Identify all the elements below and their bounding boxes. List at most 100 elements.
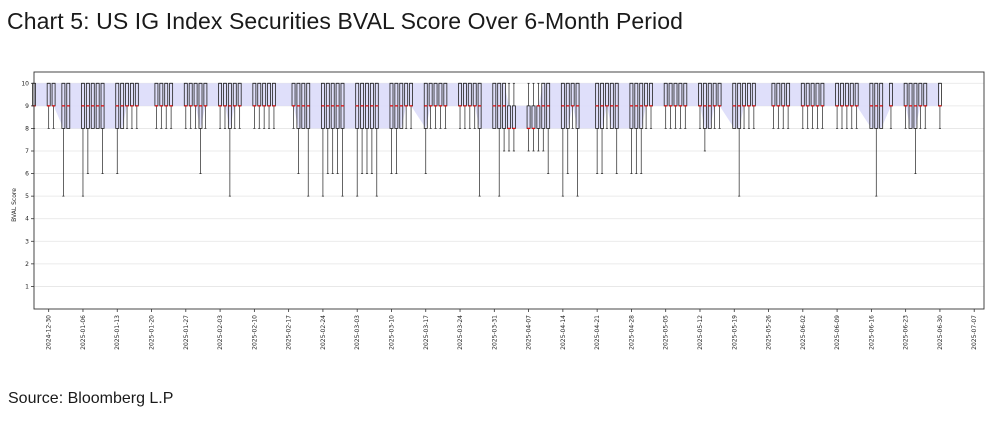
box-2025-02-13 [267,82,271,129]
y-tick-label: 2 [25,261,29,268]
box-2025-06-23 [903,82,908,129]
iqr-box [463,82,467,107]
box-2025-03-03 [355,82,360,197]
box-2025-02-12 [262,82,267,129]
box-2025-06-09 [835,82,840,129]
box-2025-04-01 [497,82,502,197]
box-2025-03-11 [394,82,399,174]
iqr-box [840,82,844,107]
x-tick-label: 2025-06-23 [903,315,910,350]
iqr-box [849,82,854,107]
box-2025-04-09 [536,82,541,152]
iqr-box [815,82,820,107]
box-2025-05-22 [747,82,751,129]
box-2025-02-03 [218,82,223,129]
iqr-box [467,82,472,107]
iqr-box [428,82,433,107]
box-2025-03-28 [477,82,482,197]
box-2025-03-25 [463,82,467,129]
box-2025-01-23 [164,82,169,129]
box-2025-04-22 [600,82,604,174]
box-2025-04-24 [609,82,614,129]
box-2025-06-04 [810,82,815,129]
x-tick-label: 2025-05-05 [663,315,670,350]
box-2025-05-02 [649,82,653,129]
box-2025-02-05 [227,82,232,197]
box-2025-04-25 [614,82,619,174]
box-2025-06-26 [918,82,923,129]
plot-frame [33,71,985,310]
iqr-box [511,105,516,129]
x-tick-label: 2025-04-28 [628,315,635,350]
box-2024-12-30 [46,82,51,129]
y-tick-label: 4 [25,216,29,223]
box-2025-05-20 [737,82,742,197]
box-2025-03-13 [404,82,409,129]
x-tick-label: 2025-02-24 [320,315,327,350]
iqr-box [683,82,688,107]
box-2025-05-12 [698,82,702,129]
box-2025-01-13 [115,82,120,174]
y-tick-label: 6 [25,171,29,178]
box-2025-02-07 [237,82,242,129]
box-2025-03-18 [428,82,433,129]
box-2025-05-23 [751,82,756,129]
x-tick-label: 2025-05-26 [766,315,773,350]
iqr-box [673,82,678,107]
iqr-box [712,82,717,107]
box-2025-03-21 [443,82,448,129]
iqr-box [46,82,51,107]
iqr-box [742,82,746,107]
box-2025-01-30 [198,82,203,174]
iqr-box [800,82,805,107]
iqr-box [154,82,159,107]
box-2025-01-17 [134,82,139,129]
box-2025-01-03 [66,82,71,129]
box-2025-04-03 [507,82,511,152]
x-tick-label: 2025-03-10 [389,315,396,350]
box-2025-04-11 [546,82,551,174]
box-2025-06-11 [844,82,849,129]
box-2025-01-24 [169,82,174,129]
box-2025-06-05 [815,82,820,129]
x-tick-label: 2025-04-21 [594,315,601,350]
iqr-box [218,82,223,107]
iqr-box [844,82,849,107]
iqr-box [570,82,575,107]
box-2025-06-17 [874,82,879,197]
x-tick-label: 2025-07-07 [971,315,978,350]
iqr-box [918,82,923,107]
iqr-box [751,82,756,107]
box-2025-06-12 [849,82,854,129]
iqr-box [51,82,56,107]
iqr-box [188,82,193,107]
box-2024-12-31 [51,82,56,129]
box-2025-01-02 [61,82,66,197]
plot-border [33,71,985,310]
chart-title: Chart 5: US IG Index Securities BVAL Sco… [7,8,684,34]
x-tick-label: 2025-01-06 [80,315,87,350]
box-2025-05-05 [663,82,668,129]
iqr-box [678,82,683,107]
box-2025-03-05 [365,82,369,174]
box-2025-06-13 [854,82,859,129]
y-axis-label: BVAL Score [11,188,18,222]
box-2025-01-14 [120,82,125,129]
x-tick-label: 2025-05-12 [697,315,704,350]
iqr-box [443,82,448,107]
box-2025-02-24 [320,82,325,197]
y-tick-label: 1 [25,283,29,290]
box-2025-05-27 [771,82,776,129]
iqr-box [526,105,531,129]
bval-box-plot: 1 2 3 4 5 6 7 8 9 10 2024-12-30 2025-01-06 2025-01-… [11,71,985,350]
box-2025-05-13 [702,82,707,152]
box-2025-04-16 [570,82,575,129]
box-2025-04-23 [605,82,609,129]
box-2025-01-06 [81,82,85,197]
box-2025-05-09 [683,82,688,129]
box-2025-04-07 [526,82,531,152]
iqr-box [698,82,702,107]
box-2025-01-08 [90,82,95,129]
box-2025-04-29 [634,82,639,174]
box-2025-05-15 [712,82,717,129]
